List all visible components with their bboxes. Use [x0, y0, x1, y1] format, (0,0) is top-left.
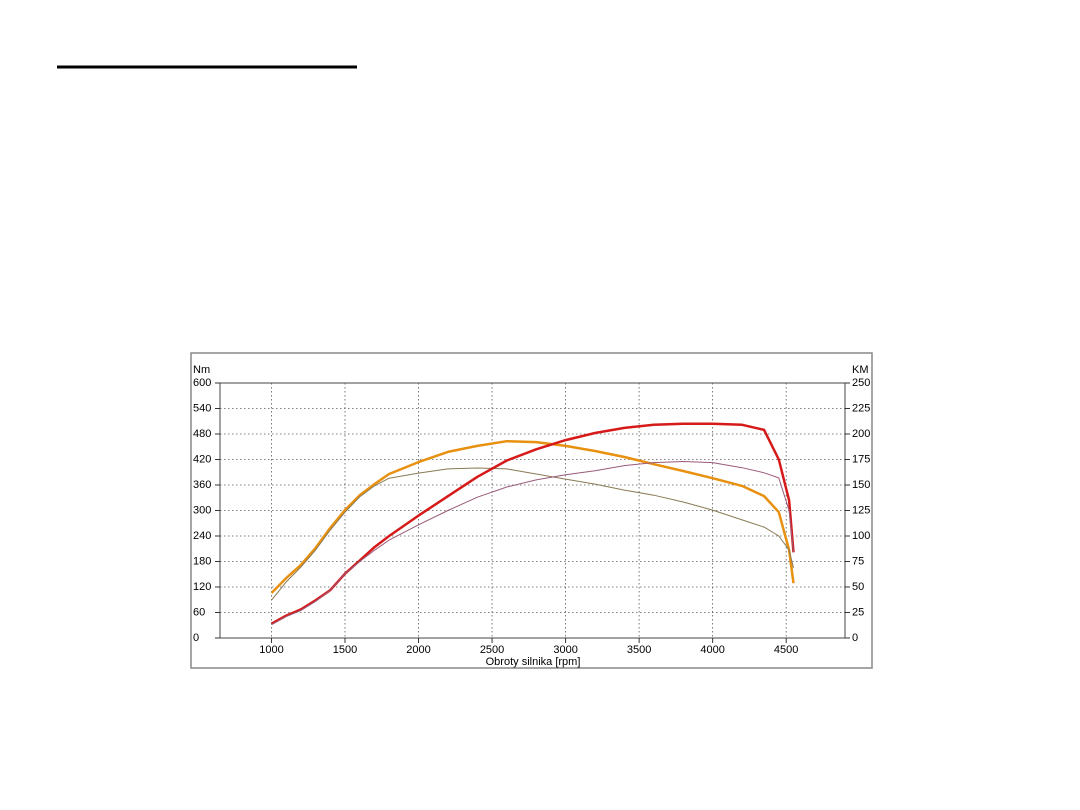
x-axis-label: Obroty silnika [rpm]: [486, 656, 581, 668]
y-axis-label: Nm: [193, 364, 210, 376]
y-tick-label: 240: [193, 530, 211, 542]
x-tick-label: 3500: [627, 644, 651, 656]
y-tick-label: 180: [193, 555, 211, 567]
y-tick-label: 480: [193, 428, 211, 440]
y2-tick-label: 250: [852, 377, 870, 389]
y2-tick-label: 175: [852, 453, 870, 465]
x-tick-label: 2500: [480, 644, 504, 656]
y-tick-label: 600: [193, 377, 211, 389]
y-tick-label: 360: [193, 479, 211, 491]
y-tick-label: 0: [193, 632, 199, 644]
x-tick-label: 2000: [406, 644, 430, 656]
x-tick-label: 4500: [774, 644, 798, 656]
y2-tick-label: 150: [852, 479, 870, 491]
y2-tick-label: 75: [852, 555, 864, 567]
x-tick-label: 1500: [333, 644, 357, 656]
series-line: [271, 467, 794, 601]
y2-tick-label: 50: [852, 581, 864, 593]
y2-tick-label: 125: [852, 504, 870, 516]
y2-tick-label: 200: [852, 428, 870, 440]
x-tick-label: 1000: [259, 644, 283, 656]
y-tick-label: 420: [193, 453, 211, 465]
y-tick-label: 540: [193, 402, 211, 414]
y2-tick-label: 0: [852, 632, 858, 644]
y2-tick-label: 25: [852, 606, 864, 618]
series-line: [271, 461, 794, 626]
x-tick-label: 3000: [553, 644, 577, 656]
series-line: [270, 439, 795, 594]
y-tick-label: 120: [193, 581, 211, 593]
y-tick-label: 60: [193, 606, 205, 618]
y-tick-label: 300: [193, 504, 211, 516]
y2-tick-label: 225: [852, 402, 870, 414]
y2-tick-label: 100: [852, 530, 870, 542]
x-tick-label: 4000: [700, 644, 724, 656]
y2-axis-label: KM: [852, 364, 869, 376]
